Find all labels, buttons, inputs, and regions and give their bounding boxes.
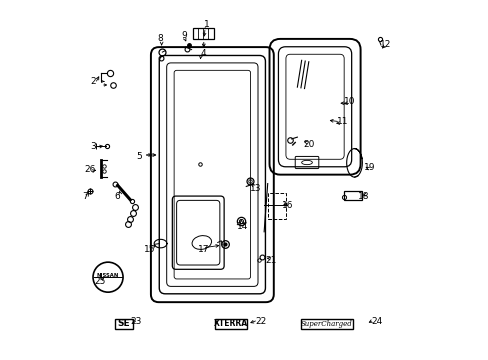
Text: 10: 10 (344, 97, 355, 106)
Text: 23: 23 (130, 316, 141, 325)
Text: 8: 8 (157, 35, 163, 44)
Text: 3: 3 (90, 141, 95, 150)
Bar (193, 28, 214, 39)
Text: 20: 20 (303, 140, 314, 149)
Text: 24: 24 (370, 316, 382, 325)
Text: 16: 16 (281, 201, 292, 210)
Text: 22: 22 (254, 316, 265, 325)
Bar (343, 191, 362, 200)
Text: 7: 7 (82, 192, 88, 201)
Text: XTERRA: XTERRA (213, 319, 247, 328)
Text: 21: 21 (265, 256, 276, 265)
Text: 26: 26 (84, 165, 96, 174)
Bar (267, 193, 285, 219)
Text: 15: 15 (144, 245, 155, 254)
Text: 12: 12 (379, 40, 390, 49)
Text: 13: 13 (249, 184, 261, 193)
Bar (115, 319, 133, 329)
Text: 5: 5 (136, 152, 142, 161)
Bar (215, 319, 246, 329)
Text: SuperCharged: SuperCharged (300, 320, 352, 328)
Text: 17: 17 (197, 245, 209, 254)
Text: 9: 9 (181, 31, 186, 40)
Text: 2: 2 (90, 77, 95, 86)
Text: 4: 4 (200, 49, 206, 58)
Text: NISSAN: NISSAN (97, 273, 119, 278)
Text: SE: SE (118, 319, 130, 328)
Text: 14: 14 (237, 222, 248, 231)
Text: 25: 25 (94, 277, 105, 286)
Text: 18: 18 (358, 192, 369, 201)
Text: 6: 6 (115, 192, 121, 201)
Text: 1: 1 (203, 20, 209, 29)
Text: 19: 19 (363, 163, 374, 172)
Text: 11: 11 (336, 117, 348, 126)
Bar (300, 319, 352, 329)
